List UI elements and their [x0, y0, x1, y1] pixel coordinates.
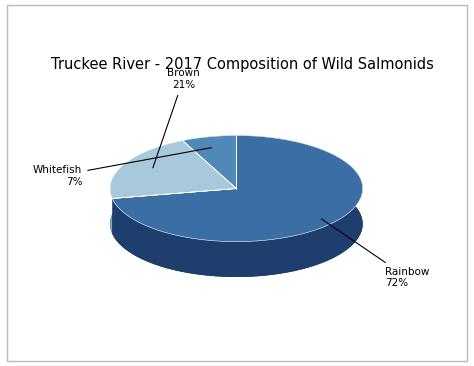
Title: Truckee River - 2017 Composition of Wild Salmonids: Truckee River - 2017 Composition of Wild… — [51, 57, 434, 72]
Polygon shape — [110, 171, 363, 277]
Polygon shape — [112, 135, 363, 277]
Text: Rainbow
72%: Rainbow 72% — [321, 219, 430, 288]
Polygon shape — [182, 135, 237, 176]
Polygon shape — [112, 135, 363, 242]
Text: Brown
21%: Brown 21% — [153, 68, 200, 168]
Text: Whitefish
7%: Whitefish 7% — [33, 147, 211, 187]
Polygon shape — [110, 141, 182, 234]
Polygon shape — [182, 135, 237, 188]
Polygon shape — [110, 141, 237, 198]
